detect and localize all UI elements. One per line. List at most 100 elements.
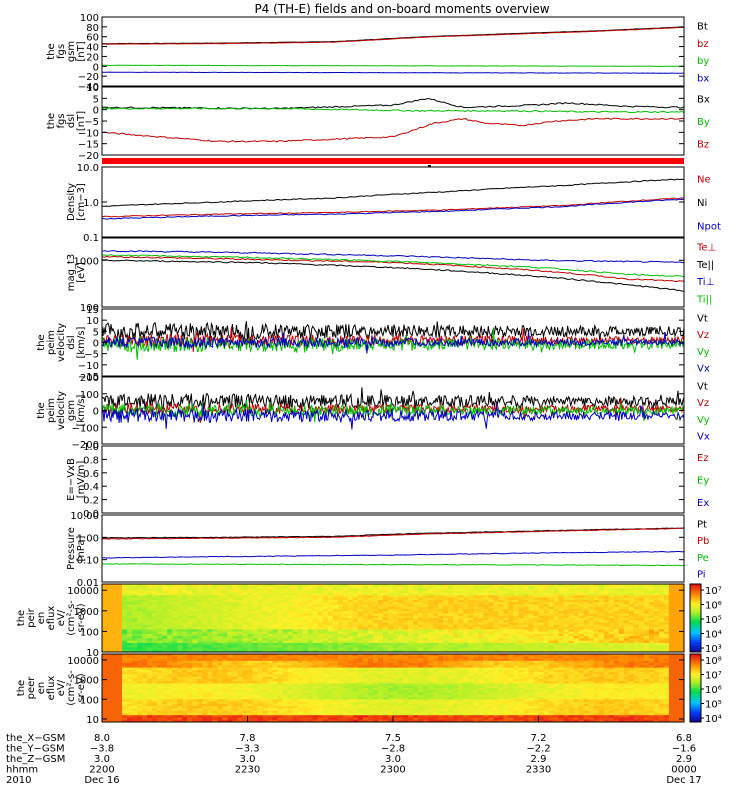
xaxis-value-0-4: Dec 16 (84, 775, 119, 786)
legend-4-1: Te|| (696, 260, 714, 271)
legend-1-1: By (697, 117, 710, 128)
panel-frame-fgs-gsm (101, 16, 685, 87)
legend-5-3: Vx (697, 364, 710, 375)
ylabel-0-2: gsm (66, 41, 77, 62)
xaxis-row-label-3: hhmm (6, 765, 38, 776)
ytick-label-3-2: 0.1 (83, 233, 99, 244)
ytick-label-0-2: 60 (86, 33, 99, 44)
ytick-label-7-4: 0.2 (83, 496, 99, 507)
colorbar-label-10-0: 10⁸ (705, 656, 722, 667)
legend-6-1: Vz (697, 398, 709, 409)
ytick-label-7-0: 1.0 (83, 442, 99, 453)
legend-4-2: Ti⊥ (696, 277, 714, 288)
legend-5-2: Vy (697, 347, 710, 358)
legend-4-0: Te⊥ (696, 243, 716, 254)
xaxis-value-0-1: −3.8 (90, 744, 114, 755)
xaxis-row-label-2: the_Z−GSM (6, 754, 65, 765)
ytick-label-0-7: −40 (78, 82, 99, 93)
ylabel-6-1: peim (46, 398, 57, 423)
ytick-label-4-0: 1000 (74, 256, 99, 267)
ylabel-5-0: the (36, 334, 47, 350)
xaxis-value-1-1: −3.3 (235, 744, 259, 755)
ylabel-5-3: dsl (66, 335, 77, 349)
ytick-label-8-3: 0.01 (77, 578, 99, 589)
ytick-label-9-3: 10 (86, 648, 99, 659)
ytick-label-1-0: 10 (86, 83, 99, 94)
xaxis-value-1-3: 2230 (235, 765, 260, 776)
xaxis-value-4-3: 0000 (671, 765, 696, 776)
ytick-label-5-1: 10 (86, 316, 99, 327)
ylabel-7-1: [mV/m] (76, 461, 87, 499)
ytick-label-0-3: 40 (86, 43, 99, 54)
ylabel-9-2: en (36, 612, 47, 625)
xaxis-value-3-0: 7.2 (531, 733, 547, 744)
mode-bar (102, 158, 684, 164)
colorbar-label-9-2: 10⁵ (705, 615, 722, 626)
ytick-label-9-0: 10000 (67, 586, 99, 597)
xaxis-value-3-2: 2.9 (531, 754, 547, 765)
ytick-label-6-1: 100 (80, 390, 99, 401)
ytick-label-7-2: 0.6 (83, 469, 99, 480)
ylabel-1-3: [nT] (76, 111, 87, 131)
ylabel-3-1: [cm−3] (76, 183, 87, 221)
ylabel-10-6: sr-eV) (76, 673, 87, 702)
series-3-ne (101, 197, 685, 218)
series-6-vt (101, 387, 685, 413)
colorbar-label-10-1: 10⁷ (705, 671, 722, 682)
colorbar-label-9-1: 10⁶ (705, 601, 722, 612)
ytick-label-1-1: 5 (93, 94, 99, 105)
ylabel-0-3: [nT] (76, 41, 87, 61)
legend-6-3: Vx (697, 432, 710, 443)
ytick-label-5-4: −5 (84, 350, 99, 361)
ytick-label-0-0: 100 (80, 13, 99, 24)
ytick-label-5-0: 15 (86, 305, 99, 316)
ytick-label-1-2: 0 (93, 106, 99, 117)
ytick-label-6-3: −100 (72, 423, 99, 434)
panel-frame-fgs-dsl (101, 86, 685, 156)
ytick-label-1-3: −5 (84, 117, 99, 128)
xaxis-value-2-0: 7.5 (385, 733, 401, 744)
series-4-te (101, 255, 685, 283)
ytick-label-0-5: 0 (93, 62, 99, 73)
ytick-label-10-3: 10 (86, 715, 99, 726)
ytick-label-3-0: 10.0 (77, 163, 99, 174)
ytick-label-8-1: 1.00 (77, 533, 99, 544)
ytick-label-1-4: −10 (78, 128, 99, 139)
legend-8-1: Pb (697, 536, 709, 547)
legend-3-0: Ne (697, 175, 711, 186)
ylabel-6-4: [km/s] (76, 394, 87, 426)
xaxis-row-label-0: the_X−GSM (6, 733, 65, 744)
ytick-label-5-6: −15 (78, 372, 99, 383)
ylabel-5-1: peim (46, 330, 57, 355)
legend-0-2: by (697, 56, 709, 67)
xaxis-row-label-4: 2010 (6, 775, 31, 786)
legend-6-0: Vt (697, 381, 708, 392)
panel-frame-density (101, 166, 685, 238)
xaxis-value-0-0: 8.0 (94, 733, 110, 744)
time-axis: the_X−GSMthe_Y−GSMthe_Z−GSMhhmm20108.0−3… (6, 716, 702, 786)
legend-4-3: Ti|| (696, 294, 712, 305)
ylabel-0-1: fgs (56, 44, 67, 59)
panel-frame-efield (101, 445, 685, 514)
legend-6-2: Vy (697, 415, 710, 426)
ytick-label-4-1: 100 (80, 303, 99, 314)
colorbar-label-9-3: 10⁴ (705, 630, 722, 641)
ytick-label-8-2: 0.10 (77, 556, 99, 567)
colorbar-label-10-2: 10⁶ (705, 685, 722, 696)
series-8-pb (101, 527, 684, 540)
ylabel-9-0: the (16, 610, 27, 626)
panel-frame-ion-spectrogram (101, 583, 685, 653)
legend-3-1: Ni (697, 198, 707, 209)
panel-frame-pressure (101, 514, 685, 583)
colorbar-9: 10⁷ 10⁶ 10⁵ 10⁴ 10³ (689, 583, 722, 655)
ylabel-1-1: fgs (56, 113, 67, 128)
colorbar-10: 10⁸ 10⁷ 10⁶ 10⁵ 10⁴ (689, 653, 722, 725)
chart-title: P4 (TH-E) fields and on-board moments ov… (254, 2, 549, 16)
legend-7-1: Ey (697, 476, 709, 487)
ylabel-1-0: the (46, 113, 57, 129)
ytick-label-10-1: 1000 (74, 676, 99, 687)
ytick-label-9-2: 100 (80, 627, 99, 638)
legend-1-0: Bx (697, 94, 710, 105)
xaxis-value-0-2: 3.0 (94, 754, 110, 765)
xaxis-value-3-1: −2.2 (526, 744, 550, 755)
